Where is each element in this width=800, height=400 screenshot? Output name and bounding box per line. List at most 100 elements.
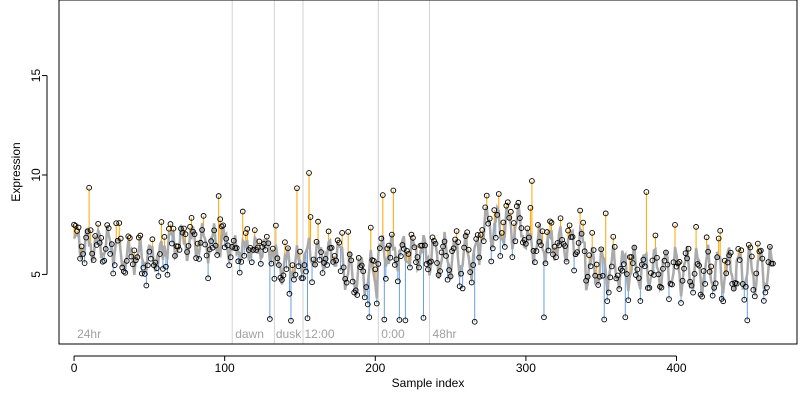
data-point	[691, 270, 698, 277]
data-point	[95, 220, 102, 227]
data-point	[319, 270, 326, 276]
data-point	[267, 316, 273, 322]
data-point	[184, 249, 190, 255]
data-point	[318, 249, 324, 255]
data-point	[553, 254, 559, 261]
data-point	[735, 245, 742, 252]
data-point	[676, 258, 683, 265]
data-point	[407, 264, 413, 271]
data-point	[509, 254, 516, 260]
data-point	[285, 245, 291, 252]
data-point	[304, 315, 311, 322]
data-point	[273, 222, 279, 229]
data-point	[77, 255, 83, 262]
data-point	[476, 254, 483, 261]
data-point	[169, 240, 175, 247]
data-point	[599, 272, 606, 279]
data-point	[96, 240, 103, 246]
data-point	[550, 251, 556, 258]
data-point	[175, 243, 181, 250]
data-point	[134, 254, 141, 261]
data-point	[120, 268, 127, 275]
data-point	[181, 225, 187, 232]
data-point	[526, 234, 532, 241]
data-point	[276, 262, 282, 268]
data-point	[693, 224, 699, 230]
data-point	[248, 259, 255, 266]
data-point	[498, 230, 505, 236]
data-point	[527, 204, 534, 211]
data-point	[721, 257, 728, 264]
data-point	[501, 244, 508, 250]
data-point	[227, 254, 234, 261]
data-point	[364, 301, 371, 308]
data-point	[598, 246, 605, 253]
data-point	[477, 232, 484, 238]
data-point	[316, 256, 323, 263]
data-point	[666, 296, 672, 302]
data-point	[129, 261, 136, 268]
data-point	[696, 262, 702, 269]
data-point	[294, 185, 300, 192]
condition-label: dawn	[235, 327, 264, 341]
data-point	[373, 300, 380, 307]
data-point	[506, 214, 513, 221]
data-point	[325, 228, 332, 235]
data-point	[390, 187, 397, 194]
data-point	[595, 282, 602, 288]
data-point	[172, 253, 178, 259]
data-point	[497, 253, 504, 259]
data-point	[300, 275, 306, 281]
data-point	[206, 246, 213, 253]
data-point	[678, 300, 684, 306]
data-point	[295, 263, 302, 270]
data-point	[449, 248, 455, 254]
data-point	[584, 273, 591, 280]
data-point	[131, 247, 138, 254]
data-point	[673, 263, 680, 270]
data-point	[566, 222, 573, 229]
data-point	[628, 254, 635, 260]
data-point	[571, 267, 577, 274]
data-point	[194, 240, 201, 247]
data-point	[196, 256, 202, 262]
data-point	[395, 278, 401, 285]
data-point	[622, 314, 629, 321]
data-point	[420, 314, 427, 321]
data-point	[107, 251, 114, 257]
data-point	[611, 244, 618, 250]
data-point	[521, 237, 528, 243]
data-point	[715, 235, 722, 242]
data-point	[119, 264, 126, 271]
data-point	[361, 294, 368, 301]
data-point	[607, 274, 614, 281]
data-point	[545, 247, 552, 254]
data-point	[132, 257, 139, 264]
data-point	[759, 255, 766, 262]
data-point	[464, 229, 471, 236]
axes: 0 100 200 300 400 5 10 15	[29, 69, 687, 375]
data-point	[565, 227, 571, 234]
data-point	[191, 231, 198, 238]
data-point	[533, 248, 540, 254]
data-point	[664, 261, 671, 268]
data-point	[408, 231, 415, 238]
data-point	[470, 262, 477, 268]
data-point	[236, 269, 243, 276]
data-point	[205, 275, 211, 282]
x-tick-label: 0	[71, 361, 78, 375]
data-point	[614, 272, 621, 279]
data-point	[610, 233, 617, 240]
data-point	[283, 266, 290, 272]
data-point	[483, 192, 490, 199]
data-point	[113, 220, 120, 227]
data-point	[723, 270, 730, 277]
data-point	[441, 238, 448, 245]
data-point	[167, 221, 174, 227]
data-point	[750, 286, 757, 293]
data-point	[589, 229, 596, 236]
data-point	[148, 255, 154, 262]
data-point	[699, 293, 705, 300]
data-point	[188, 214, 195, 221]
